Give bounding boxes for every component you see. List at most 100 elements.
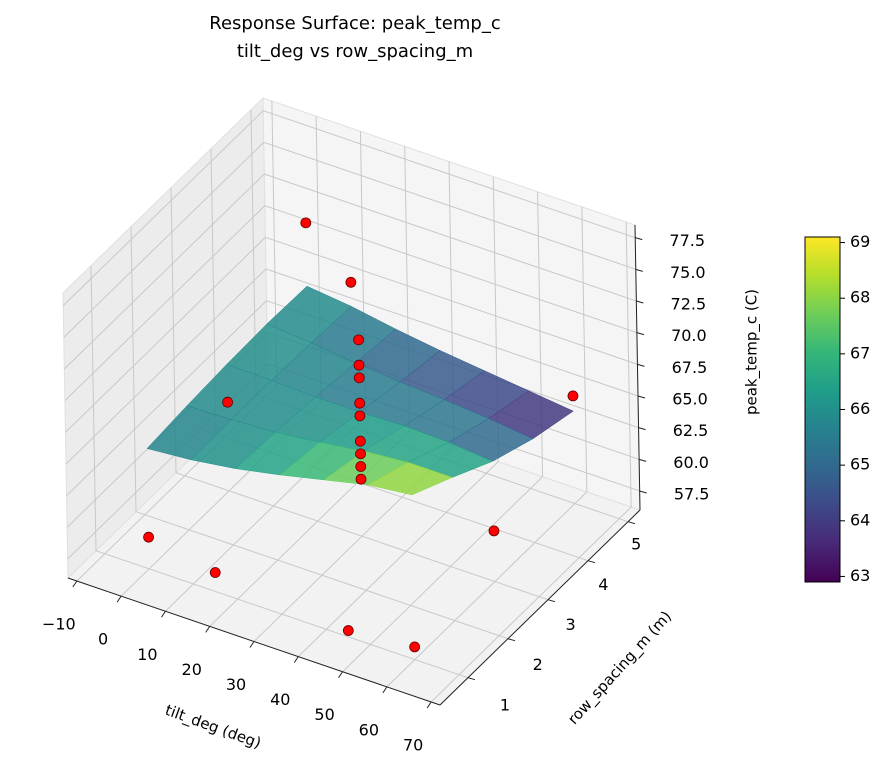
scatter-point (342, 625, 354, 636)
tick-mark (637, 363, 645, 367)
tick-mark (205, 626, 211, 633)
tick-mark (587, 560, 596, 564)
scatter-point (353, 359, 365, 371)
grid-line (175, 472, 549, 601)
grid-line (90, 265, 97, 551)
tick-mark (426, 701, 432, 709)
scatter-point (353, 372, 365, 384)
tick-mark (382, 686, 388, 694)
z-tick-label: 72.5 (671, 295, 707, 314)
colorbar-tick-label: 68 (850, 288, 870, 307)
grid-line (342, 476, 543, 673)
tick-mark (547, 599, 556, 603)
tick-mark (638, 458, 647, 462)
colorbar-tick-label: 66 (850, 399, 870, 418)
scatter-point (354, 435, 366, 447)
colorbar (804, 236, 841, 583)
tick-mark (249, 641, 255, 648)
y-tick-label: 2 (533, 655, 543, 674)
scatter-point (488, 525, 500, 537)
tick-mark (636, 332, 645, 336)
tick-mark (116, 595, 122, 603)
y-axis-label: row_spacing_m (m) (564, 607, 676, 728)
scatter-point (567, 390, 579, 402)
tick-mark (293, 656, 299, 663)
y-tick-label: 1 (500, 695, 510, 714)
grid-line (64, 205, 266, 402)
x-tick-label: 20 (182, 660, 202, 679)
z-tick-label: 67.5 (672, 358, 708, 377)
grid-line (63, 173, 265, 370)
z-tick-label: 60.0 (673, 453, 709, 472)
tick-mark (72, 580, 78, 588)
axis-line (439, 509, 641, 706)
colorbar-tick-label: 67 (850, 343, 870, 362)
grid-line (264, 205, 638, 334)
tick-mark (638, 427, 646, 431)
tick-mark (507, 638, 516, 642)
scatter-point (353, 334, 364, 346)
scatter-point (300, 217, 312, 229)
scatter-point (355, 448, 366, 460)
grid-line (386, 491, 588, 688)
x-tick-label: 40 (270, 690, 290, 709)
scatter-point (355, 473, 367, 485)
y-tick-label: 4 (598, 575, 608, 594)
grid-line (263, 141, 636, 270)
axis-line (67, 577, 441, 706)
scatter-point (355, 461, 367, 472)
colorbar-tick-label: 65 (850, 455, 870, 474)
x-tick-label: 50 (314, 705, 334, 724)
tick-mark (338, 671, 343, 679)
grid-line (65, 268, 267, 465)
y-tick-label: 3 (565, 615, 575, 634)
grid-line (625, 221, 632, 507)
scatter-point (354, 397, 366, 409)
tick-mark (637, 395, 646, 399)
z-tick-label: 57.5 (674, 485, 710, 504)
grid-line (265, 236, 638, 365)
z-tick-label: 65.0 (672, 390, 708, 409)
tick-mark (635, 268, 643, 272)
grid-line (65, 236, 266, 433)
grid-line (95, 550, 469, 679)
scatter-point (409, 641, 421, 653)
scatter-point (222, 396, 233, 408)
x-tick-label: 70 (403, 735, 423, 754)
grid-line (135, 511, 509, 640)
x-tick-label: 30 (226, 675, 246, 694)
x-tick-label: −10 (42, 615, 76, 634)
y-tick-label: 5 (631, 535, 641, 554)
tick-mark (627, 521, 636, 525)
grid-line (66, 300, 267, 497)
tick-mark (636, 300, 644, 304)
scatter-point (209, 567, 221, 578)
grid-line (297, 461, 499, 657)
axis-line (634, 224, 641, 511)
grid-line (264, 173, 637, 302)
tick-mark (161, 610, 166, 618)
grid-line (263, 110, 636, 239)
z-tick-label: 75.0 (670, 263, 706, 282)
colorbar-tick-label: 64 (850, 510, 870, 529)
x-axis-label: tilt_deg (deg) (162, 701, 263, 753)
scatter-point (345, 276, 357, 288)
x-tick-label: 0 (98, 630, 108, 649)
surface-patch (367, 462, 454, 496)
chart-subtitle: tilt_deg vs row_spacing_m (237, 41, 473, 62)
chart-title: Response Surface: peak_temp_c (209, 13, 500, 34)
tick-mark (467, 677, 476, 681)
grid-line (430, 506, 632, 703)
colorbar-tick-label: 63 (850, 566, 870, 585)
grid-line (63, 141, 265, 338)
tick-mark (635, 237, 643, 241)
grid-line (581, 206, 588, 492)
scatter-point (354, 410, 366, 422)
z-tick-label: 70.0 (671, 326, 707, 345)
z-tick-label: 62.5 (673, 421, 709, 440)
x-tick-label: 10 (137, 645, 157, 664)
grid-line (130, 226, 137, 512)
z-tick-label: 77.5 (669, 231, 705, 250)
x-tick-label: 60 (359, 720, 379, 739)
